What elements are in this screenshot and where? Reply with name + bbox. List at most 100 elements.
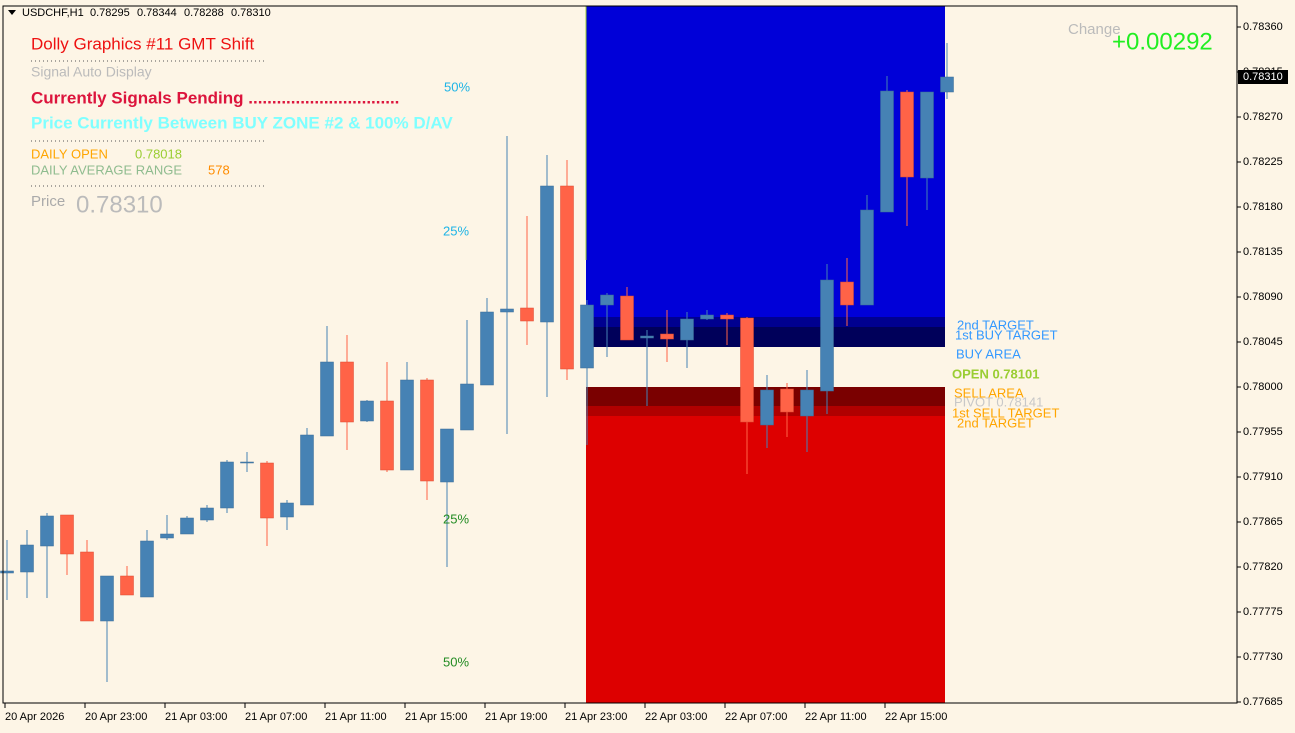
y-tick-label: 0.77820	[1243, 561, 1283, 573]
y-tick-label: 0.78090	[1243, 291, 1283, 303]
pct-label: 25%	[443, 223, 469, 238]
header-high: 0.78344	[137, 7, 177, 19]
pct-label: 50%	[444, 79, 470, 94]
candle-body	[160, 533, 174, 539]
candle-body	[860, 209, 874, 306]
candle-body	[700, 314, 714, 320]
daily-open-label: DAILY OPEN	[31, 146, 108, 161]
zone-status: Price Currently Between BUY ZONE #2 & 10…	[31, 113, 453, 132]
candle-body	[360, 400, 374, 422]
y-tick-label: 0.77730	[1243, 651, 1283, 663]
x-tick-label: 20 Apr 23:00	[85, 711, 147, 723]
y-tick-label: 0.77910	[1243, 471, 1283, 483]
candle-body	[780, 388, 794, 413]
candle-body	[180, 517, 194, 535]
level-label: BUY AREA	[956, 346, 1021, 361]
candle-body	[300, 434, 314, 506]
subtitle: Signal Auto Display	[31, 64, 152, 80]
candle-body	[100, 575, 114, 622]
candle-body	[540, 185, 554, 323]
y-tick-label: 0.78360	[1243, 21, 1283, 33]
candle-body	[40, 515, 54, 547]
candle-body	[600, 294, 614, 306]
x-tick-label: 21 Apr 15:00	[405, 711, 467, 723]
candle-body	[460, 383, 474, 431]
level-label: 2nd TARGET	[957, 415, 1034, 430]
plot-frame	[2, 5, 1238, 704]
price-value: 0.78310	[76, 191, 163, 218]
dar: 578	[208, 162, 230, 177]
candle-body	[740, 317, 754, 423]
candle-body	[60, 514, 74, 555]
y-tick-label: 0.77955	[1243, 426, 1283, 438]
plot	[0, 43, 954, 682]
x-tick-label: 21 Apr 03:00	[165, 711, 227, 723]
candle-body	[380, 400, 394, 471]
candle-body	[80, 551, 94, 622]
change-value: +0.00292	[1112, 28, 1213, 55]
y-tick-label: 0.78045	[1243, 336, 1283, 348]
y-tick-label: 0.77685	[1243, 696, 1283, 708]
change-label: Change	[1068, 21, 1121, 38]
candle-body	[920, 91, 934, 179]
level-label: SELL AREA	[954, 385, 1024, 400]
candle-body	[560, 185, 574, 370]
y-tick-label: 0.78180	[1243, 201, 1283, 213]
candle-body	[440, 428, 454, 483]
candle-body	[260, 462, 274, 519]
pct-label: 25%	[443, 511, 469, 526]
candle-body	[340, 361, 354, 423]
pct-label: 50%	[443, 654, 469, 669]
header-open: 0.78295	[90, 7, 130, 19]
header-low: 0.78288	[184, 7, 224, 19]
y-tick-label: 0.77775	[1243, 606, 1283, 618]
symbol: USDCHF,H1	[22, 7, 84, 19]
candle-body	[620, 295, 634, 341]
x-tick-label: 22 Apr 03:00	[645, 711, 707, 723]
candle-body	[0, 570, 14, 574]
price-label: Price	[31, 193, 65, 210]
candle-body	[500, 308, 514, 313]
x-tick-label: 21 Apr 11:00	[325, 711, 387, 723]
candle-body	[280, 502, 294, 518]
price-box	[1238, 70, 1288, 84]
candle-body	[480, 311, 494, 386]
candle-body	[680, 318, 694, 341]
candle-body	[400, 379, 414, 471]
x-tick-label: 21 Apr 23:00	[565, 711, 627, 723]
level-label: 2nd TARGET	[957, 317, 1034, 332]
candle-body	[200, 507, 214, 521]
x-tick-label: 20 Apr 2026	[5, 711, 64, 723]
level-label: OPEN 0.78101	[952, 366, 1039, 381]
price-box-label: 0.78310	[1243, 71, 1283, 83]
header-close: 0.78310	[231, 7, 271, 19]
x-tick-label: 21 Apr 07:00	[245, 711, 307, 723]
x-tick-label: 22 Apr 11:00	[805, 711, 867, 723]
level-label: PIVOT 0.78141	[954, 394, 1043, 409]
menu-arrow[interactable]	[8, 10, 16, 15]
candle-body	[840, 281, 854, 306]
y-tick-label: 0.78225	[1243, 156, 1283, 168]
signal: Currently Signals Pending ..............…	[31, 88, 399, 107]
candle-body	[800, 389, 814, 417]
candle-body	[660, 333, 674, 340]
candle-body	[900, 91, 914, 178]
zone	[586, 327, 945, 347]
candle-body	[140, 540, 154, 598]
indicator-title: Dolly Graphics #11 GMT Shift	[31, 34, 255, 53]
candle-body	[640, 335, 654, 339]
y-tick-label: 0.78000	[1243, 381, 1283, 393]
x-tick-label: 21 Apr 19:00	[485, 711, 547, 723]
candle-body	[120, 575, 134, 596]
candle-body	[520, 307, 534, 322]
x-tick-label: 22 Apr 15:00	[885, 711, 947, 723]
level-label: 1st SELL TARGET	[952, 405, 1059, 420]
candle-body	[580, 304, 594, 369]
candle-body	[760, 389, 774, 426]
x-tick-label: 22 Apr 07:00	[725, 711, 787, 723]
candle-body	[320, 361, 334, 437]
level-label: 1st BUY TARGET	[955, 327, 1058, 342]
y-tick-label: 0.78135	[1243, 246, 1283, 258]
